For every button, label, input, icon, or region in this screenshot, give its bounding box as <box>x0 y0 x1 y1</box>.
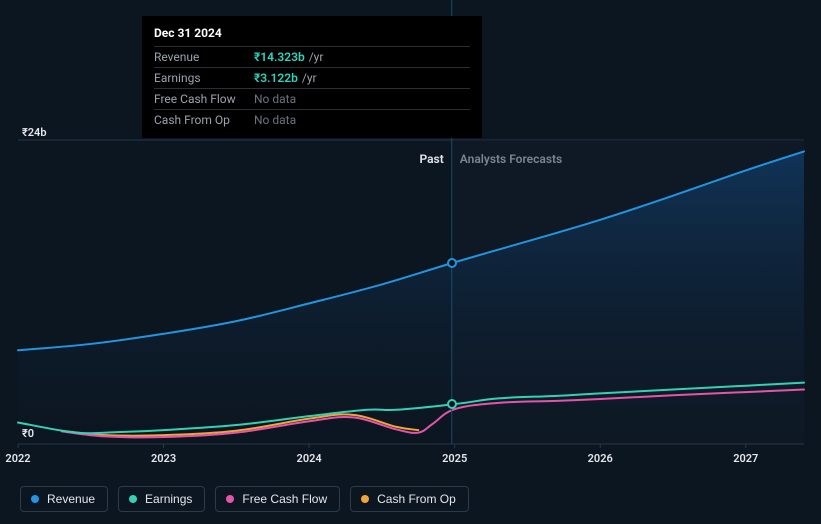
legend-dot <box>31 495 39 503</box>
tooltip-label: Revenue <box>154 50 254 64</box>
legend-dot <box>129 495 137 503</box>
tooltip-row-revenue: Revenue ₹14.323b /yr <box>154 46 470 67</box>
legend-item-revenue[interactable]: Revenue <box>20 486 108 512</box>
tooltip-label: Cash From Op <box>154 113 254 127</box>
legend-item-cash-from-op[interactable]: Cash From Op <box>350 486 469 512</box>
past-label: Past <box>404 152 444 166</box>
tooltip-unit: /yr <box>302 71 317 85</box>
hover-dot-earnings <box>447 399 457 409</box>
x-tick-2024: 2024 <box>297 452 322 465</box>
x-tick-2027: 2027 <box>733 452 758 465</box>
tooltip-label: Free Cash Flow <box>154 92 254 106</box>
x-tick-2026: 2026 <box>588 452 613 465</box>
legend-dot <box>226 495 234 503</box>
y-tick-max: ₹24b <box>22 126 47 139</box>
x-tick-2023: 2023 <box>151 452 176 465</box>
y-tick-min: ₹0 <box>22 427 34 440</box>
forecast-label: Analysts Forecasts <box>460 152 562 166</box>
financials-chart: ₹24b ₹0 2022 2023 2024 2025 2026 2027 Pa… <box>0 0 821 524</box>
tooltip-unit: /yr <box>309 50 324 64</box>
legend-dot <box>361 495 369 503</box>
x-tick-2025: 2025 <box>442 452 467 465</box>
tooltip-value: ₹14.323b <box>254 50 305 64</box>
legend-label: Free Cash Flow <box>242 492 327 506</box>
legend-label: Cash From Op <box>377 492 456 506</box>
tooltip-nodata: No data <box>254 92 296 106</box>
tooltip-row-earnings: Earnings ₹3.122b /yr <box>154 67 470 88</box>
tooltip-label: Earnings <box>154 71 254 85</box>
chart-tooltip: Dec 31 2024 Revenue ₹14.323b /yr Earning… <box>142 16 482 138</box>
tooltip-value: ₹3.122b <box>254 71 298 85</box>
legend-label: Earnings <box>145 492 192 506</box>
legend-item-free-cash-flow[interactable]: Free Cash Flow <box>215 486 340 512</box>
legend-label: Revenue <box>47 492 95 506</box>
legend-item-earnings[interactable]: Earnings <box>118 486 205 512</box>
tooltip-row-cfo: Cash From Op No data <box>154 109 470 130</box>
tooltip-date: Dec 31 2024 <box>154 26 470 40</box>
hover-dot-revenue <box>447 258 457 268</box>
tooltip-row-fcf: Free Cash Flow No data <box>154 88 470 109</box>
tooltip-nodata: No data <box>254 113 296 127</box>
chart-legend: Revenue Earnings Free Cash Flow Cash Fro… <box>20 486 469 512</box>
x-tick-2022: 2022 <box>5 452 30 465</box>
